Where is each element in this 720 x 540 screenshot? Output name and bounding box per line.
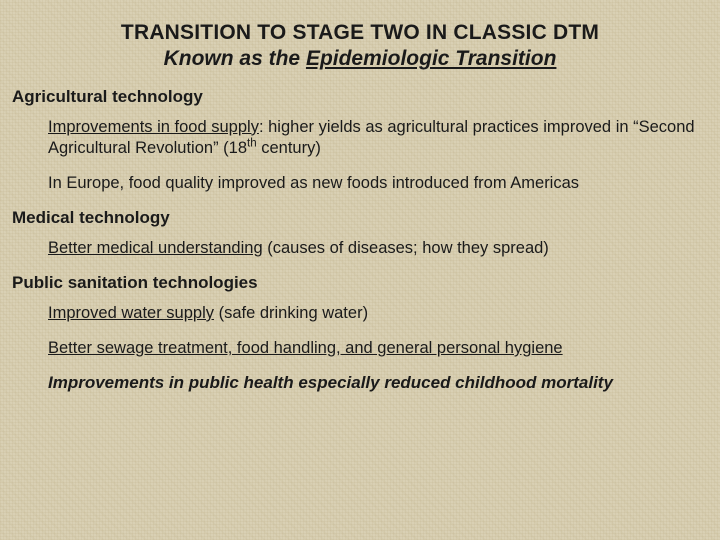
section-heading: Medical technology bbox=[12, 208, 708, 228]
body-paragraph: Improved water supply (safe drinking wat… bbox=[48, 303, 708, 324]
para-text: In Europe, food quality improved as new … bbox=[48, 174, 579, 192]
body-paragraph: Better sewage treatment, food handling, … bbox=[48, 338, 708, 359]
title-line-2: Known as the Epidemiologic Transition bbox=[12, 46, 708, 72]
para-text-tail: century) bbox=[257, 139, 321, 157]
title-line-2-prefix: Known as the bbox=[164, 47, 306, 70]
underlined-lead: Improvements in food supply bbox=[48, 118, 259, 136]
slide-title: TRANSITION TO STAGE TWO IN CLASSIC DTM K… bbox=[12, 20, 708, 73]
para-text: (causes of diseases; how they spread) bbox=[263, 239, 549, 257]
title-line-1: TRANSITION TO STAGE TWO IN CLASSIC DTM bbox=[12, 20, 708, 46]
ordinal-suffix: th bbox=[247, 137, 257, 149]
body-paragraph: In Europe, food quality improved as new … bbox=[48, 173, 708, 194]
para-text: (safe drinking water) bbox=[214, 304, 368, 322]
body-paragraph: Improvements in food supply: higher yiel… bbox=[48, 117, 708, 159]
conclusion-line: Improvements in public health especially… bbox=[48, 373, 708, 393]
underlined-lead: Better medical understanding bbox=[48, 239, 263, 257]
underlined-lead: Better sewage treatment, food handling, … bbox=[48, 339, 563, 357]
title-line-2-underlined: Epidemiologic Transition bbox=[306, 47, 556, 70]
body-paragraph: Better medical understanding (causes of … bbox=[48, 238, 708, 259]
underlined-lead: Improved water supply bbox=[48, 304, 214, 322]
section-heading: Public sanitation technologies bbox=[12, 273, 708, 293]
section-heading: Agricultural technology bbox=[12, 87, 708, 107]
